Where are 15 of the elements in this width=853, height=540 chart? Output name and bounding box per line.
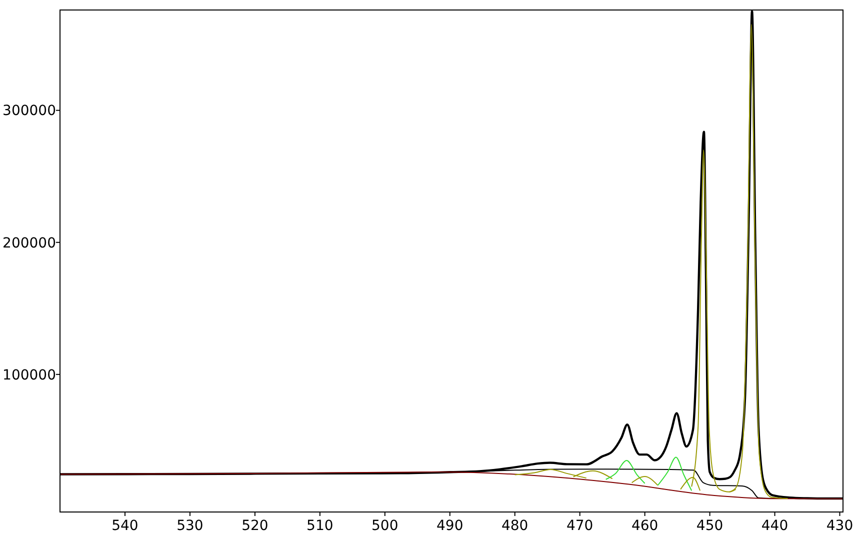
- y-tick-label: 100000: [2, 367, 56, 384]
- x-tick-label: 500: [372, 518, 398, 534]
- y-tick-label: 300000: [2, 103, 56, 120]
- x-tick-label: 510: [306, 518, 334, 534]
- x-tick-label: 450: [696, 518, 724, 534]
- x-tick-label: 440: [761, 518, 788, 534]
- x-tick-label: 490: [436, 518, 464, 534]
- x-tick-label: 470: [566, 518, 594, 534]
- x-tick-label: 540: [112, 518, 138, 534]
- x-tick-label: 460: [631, 518, 658, 534]
- x-tick-label: 480: [501, 518, 528, 534]
- x-tick-label: 520: [242, 518, 268, 534]
- x-tick-label: 530: [176, 518, 204, 534]
- y-tick-label: 200000: [2, 235, 56, 252]
- x-tick-label: 430: [826, 518, 853, 534]
